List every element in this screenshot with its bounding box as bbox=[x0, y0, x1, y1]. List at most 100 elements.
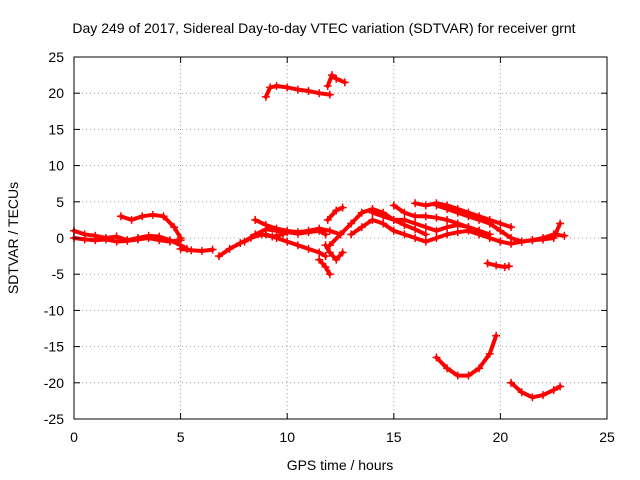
data-point bbox=[293, 85, 302, 94]
data-point bbox=[411, 199, 420, 208]
data-point bbox=[336, 230, 345, 239]
data-point bbox=[411, 219, 420, 228]
data-point bbox=[400, 208, 409, 217]
data-point bbox=[261, 92, 270, 101]
data-point bbox=[315, 224, 324, 233]
y-axis-label: SDTVAR / TECUs bbox=[5, 182, 21, 294]
data-point bbox=[485, 349, 494, 358]
data-point bbox=[411, 234, 420, 242]
data-point bbox=[225, 244, 234, 253]
data-point bbox=[283, 226, 292, 235]
data-point bbox=[338, 248, 347, 257]
data-point bbox=[80, 235, 89, 244]
data-point bbox=[315, 255, 324, 264]
data-point bbox=[368, 208, 377, 217]
data-point bbox=[453, 228, 462, 237]
y-tick-label: -5 bbox=[52, 266, 65, 282]
y-tick-label: 5 bbox=[56, 194, 64, 210]
x-tick-label: 20 bbox=[493, 429, 509, 445]
data-point bbox=[389, 201, 398, 210]
data-point bbox=[379, 219, 388, 228]
data-point bbox=[315, 248, 324, 257]
data-point bbox=[443, 215, 452, 224]
data-point bbox=[251, 215, 260, 224]
data-point bbox=[432, 226, 441, 235]
data-point bbox=[236, 239, 245, 248]
data-point bbox=[453, 219, 462, 228]
data-point bbox=[528, 393, 537, 402]
data-point bbox=[485, 219, 494, 228]
data-point bbox=[338, 203, 347, 212]
data-point bbox=[176, 234, 185, 242]
data-point bbox=[496, 237, 505, 246]
data-point bbox=[400, 230, 409, 239]
series-track-18 bbox=[413, 201, 514, 230]
data-point bbox=[170, 223, 179, 232]
data-point bbox=[293, 228, 302, 237]
y-tick-label: 10 bbox=[48, 158, 64, 174]
data-point bbox=[507, 378, 516, 387]
data-point bbox=[475, 226, 484, 235]
data-point bbox=[453, 371, 462, 380]
data-point bbox=[323, 81, 332, 90]
data-point bbox=[261, 230, 270, 239]
data-point bbox=[421, 223, 430, 232]
data-point bbox=[266, 83, 275, 92]
series-track-10 bbox=[323, 243, 345, 262]
data-point bbox=[293, 241, 302, 250]
data-point bbox=[432, 353, 441, 362]
data-point bbox=[187, 246, 196, 255]
data-point bbox=[492, 261, 501, 270]
data-point bbox=[528, 236, 537, 245]
data-point bbox=[321, 262, 330, 271]
data-point bbox=[165, 237, 174, 246]
data-point bbox=[560, 231, 569, 240]
data-point bbox=[475, 364, 484, 373]
x-tick-label: 5 bbox=[177, 429, 185, 445]
data-point bbox=[421, 230, 430, 239]
data-point bbox=[485, 230, 494, 239]
data-point bbox=[432, 213, 441, 222]
data-point bbox=[332, 255, 341, 264]
data-point bbox=[138, 212, 147, 221]
data-point bbox=[411, 212, 420, 221]
data-point bbox=[421, 237, 430, 246]
data-point bbox=[517, 237, 526, 246]
data-point bbox=[123, 236, 132, 245]
data-point bbox=[368, 215, 377, 224]
data-point bbox=[432, 234, 441, 242]
tick-layer: 0 5 10 15 20 25 -25 -20 -15 -10 -5 0 5 10 15 20 25 bbox=[44, 49, 615, 445]
data-point bbox=[283, 83, 292, 92]
data-point bbox=[332, 206, 341, 215]
data-point bbox=[549, 234, 558, 242]
data-point bbox=[304, 87, 313, 96]
data-point bbox=[101, 235, 110, 244]
data-point bbox=[389, 215, 398, 224]
y-tick-label: -20 bbox=[44, 375, 64, 391]
y-tick-label: -10 bbox=[44, 302, 64, 318]
x-tick-label: 10 bbox=[279, 429, 295, 445]
data-point bbox=[240, 237, 249, 246]
data-point bbox=[507, 223, 516, 232]
data-point bbox=[325, 241, 334, 250]
data-point bbox=[379, 212, 388, 221]
data-point bbox=[325, 226, 334, 235]
data-point bbox=[421, 212, 430, 221]
data-point bbox=[251, 230, 260, 239]
series-track-17 bbox=[391, 203, 492, 237]
data-point bbox=[517, 388, 526, 397]
data-point bbox=[133, 235, 142, 244]
data-point bbox=[323, 215, 332, 224]
data-point bbox=[464, 212, 473, 221]
data-point bbox=[325, 90, 334, 99]
data-point bbox=[496, 226, 505, 235]
data-point bbox=[464, 371, 473, 380]
y-tick-label: 0 bbox=[56, 230, 64, 246]
data-point bbox=[464, 223, 473, 232]
data-point bbox=[507, 239, 516, 248]
data-point bbox=[504, 262, 513, 271]
x-axis-label: GPS time / hours bbox=[287, 457, 394, 473]
data-point bbox=[421, 201, 430, 210]
data-point bbox=[496, 219, 505, 228]
